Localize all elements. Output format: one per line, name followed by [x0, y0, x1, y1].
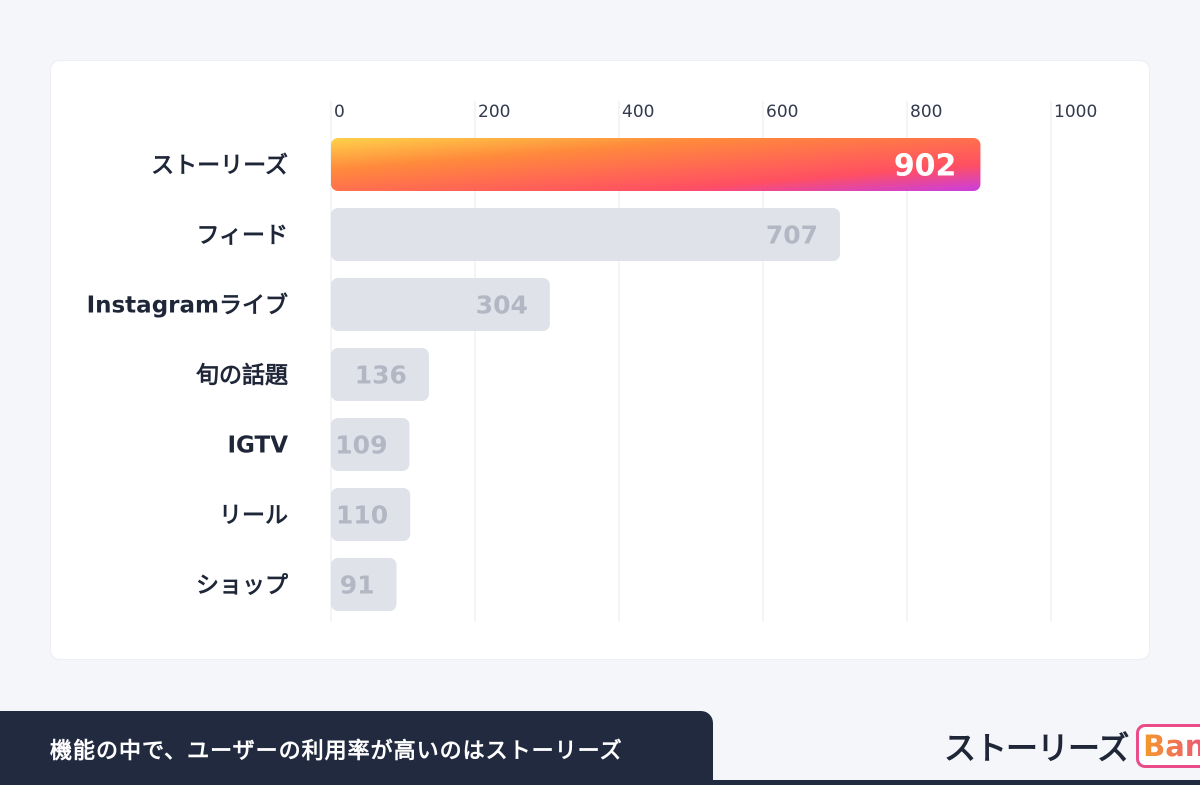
x-tick-label: 0 [334, 102, 345, 122]
category-label: ストーリーズ [151, 152, 288, 179]
x-tick-label: 600 [766, 102, 798, 122]
bar [331, 278, 550, 331]
category-label: フィード [196, 223, 288, 249]
x-tick-label: 200 [478, 102, 510, 122]
data-label: 110 [336, 501, 388, 530]
data-label: 91 [340, 571, 375, 600]
logo-badge: Bank [1136, 724, 1200, 768]
bar [331, 558, 397, 611]
logo-word: ストーリーズ [944, 729, 1129, 767]
bar [331, 208, 841, 261]
data-label: 136 [355, 361, 407, 390]
bar [331, 418, 410, 471]
x-tick-label: 800 [910, 102, 942, 122]
bars: ストーリーズ 902 フィード 707 Instagramライブ 304 旬の話題 136 IG… [87, 138, 981, 611]
data-label: 707 [766, 221, 818, 250]
category-label: ショップ [196, 573, 289, 599]
x-tick-label: 1000 [1054, 102, 1097, 122]
bottom-rule [713, 780, 1200, 785]
caption-banner: 機能の中で、ユーザーの利用率が高いのはストーリーズ [0, 711, 713, 785]
category-label: IGTV [227, 433, 288, 459]
brand-logo: ストーリーズ Bank [944, 722, 1200, 770]
category-label: 旬の話題 [195, 362, 289, 389]
data-label: 109 [335, 431, 387, 460]
bar-chart: 0 200 400 600 800 1000 ストーリーズ 902 フィード 707 Instag… [87, 101, 1097, 621]
x-axis-ticks: 0 200 400 600 800 1000 [334, 102, 1097, 122]
bar [331, 488, 411, 541]
logo-badge-text: Bank [1143, 729, 1200, 763]
caption-text: 機能の中で、ユーザーの利用率が高いのはストーリーズ [50, 739, 623, 764]
data-label: 902 [894, 149, 957, 184]
bar-highlight [331, 138, 981, 191]
category-label: リール [219, 503, 288, 529]
chart-card: 0 200 400 600 800 1000 ストーリーズ 902 フィード 707 Instag… [50, 60, 1150, 660]
x-tick-label: 400 [622, 102, 654, 122]
data-label: 304 [476, 291, 528, 320]
category-label: Instagramライブ [87, 292, 288, 319]
bar [331, 348, 429, 401]
